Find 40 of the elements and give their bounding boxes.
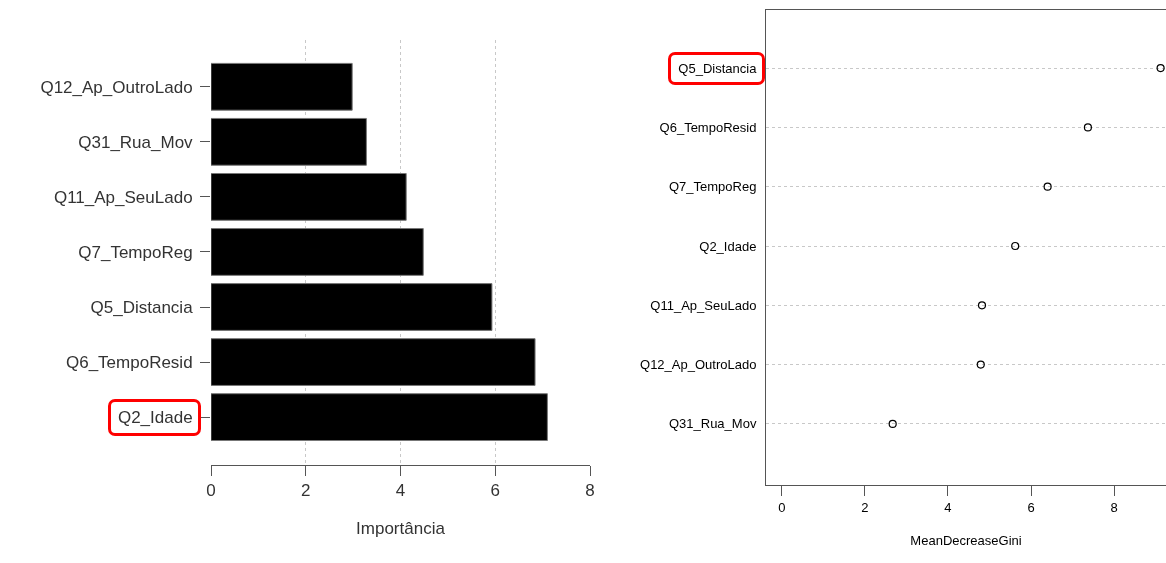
y-tick-label: Q7_TempoReg bbox=[668, 179, 757, 195]
bar bbox=[211, 62, 353, 111]
y-tick-label: Q2_Idade bbox=[699, 238, 757, 254]
x-tick-label: 8 bbox=[585, 481, 595, 501]
y-tick-label: Q5_Distancia bbox=[90, 297, 194, 317]
x-tick-label: 4 bbox=[395, 481, 406, 501]
x-tick-label: 2 bbox=[861, 499, 869, 515]
x-tick-label: 0 bbox=[778, 499, 786, 515]
y-tick-label: Q7_TempoReg bbox=[78, 242, 193, 262]
point bbox=[977, 301, 987, 310]
point bbox=[1043, 182, 1052, 191]
bar bbox=[211, 338, 536, 386]
point bbox=[976, 360, 985, 369]
y-tick-label: Q5_Distancia bbox=[678, 60, 758, 76]
x-tick-label: 8 bbox=[1110, 499, 1118, 515]
y-tick-label: Q12_Ap_OutroLado bbox=[40, 77, 193, 97]
point bbox=[888, 419, 897, 429]
bar bbox=[211, 393, 548, 441]
y-tick-label: Q11_Ap_SeuLado bbox=[53, 187, 193, 207]
bar bbox=[211, 283, 493, 331]
x-axis-title: Importância bbox=[356, 518, 446, 538]
x-tick-label: 0 bbox=[206, 481, 216, 501]
point bbox=[1156, 64, 1165, 73]
y-tick-label: Q31_Rua_Mov bbox=[78, 132, 194, 152]
y-tick-label: Q12_Ap_OutroLado bbox=[640, 357, 757, 373]
x-tick-label: 6 bbox=[1027, 499, 1035, 515]
bar bbox=[211, 228, 424, 276]
point bbox=[1011, 241, 1020, 251]
y-tick-label: Q2_Idade bbox=[117, 408, 193, 428]
point bbox=[1083, 123, 1093, 132]
x-tick-label: 6 bbox=[490, 481, 500, 501]
y-tick-label: Q11_Ap_SeuLado bbox=[650, 297, 757, 313]
bar bbox=[211, 173, 407, 221]
x-tick-label: 2 bbox=[301, 481, 311, 501]
y-tick-label: Q31_Rua_Mov bbox=[668, 416, 757, 432]
x-axis-title: MeanDecreaseGini bbox=[910, 533, 1022, 549]
x-tick-label: 4 bbox=[944, 499, 952, 515]
y-tick-label: Q6_TempoResid bbox=[659, 119, 757, 135]
y-tick-label: Q6_TempoResid bbox=[65, 353, 193, 372]
bar bbox=[211, 117, 367, 166]
